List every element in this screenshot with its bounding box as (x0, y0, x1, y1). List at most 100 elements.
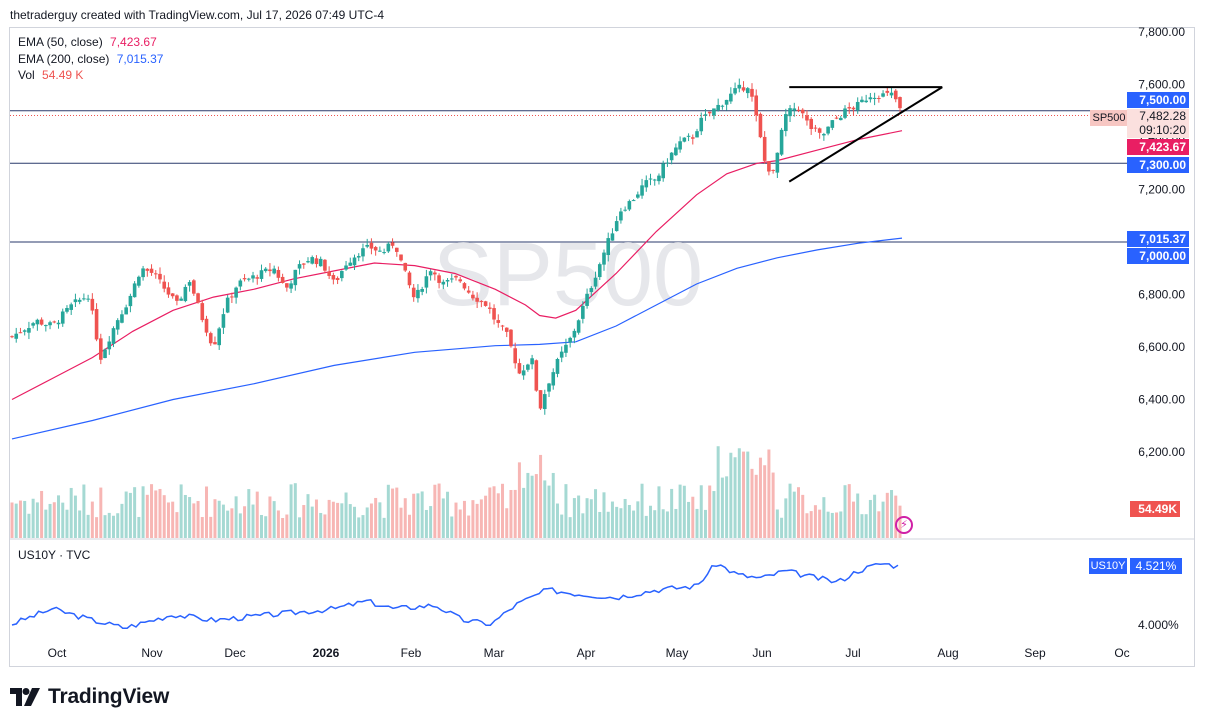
volume-bar (822, 497, 826, 538)
volume-bar (560, 514, 564, 538)
price-tag-7300[interactable]: 7,300.00 (1127, 157, 1189, 173)
candle-body (674, 147, 678, 156)
candle-body (170, 293, 175, 297)
time-axis[interactable]: Oct Nov Dec 2026 Feb Mar Apr May Jun Jul Aug Sep Oc (48, 646, 1130, 660)
volume-bar (14, 503, 18, 538)
candle-body (547, 383, 551, 392)
volume-bar (682, 485, 686, 538)
candle-body (636, 194, 640, 198)
volume-bar (255, 491, 259, 538)
volume-bar (653, 510, 657, 538)
volume-bar (703, 509, 707, 538)
candle-body (805, 115, 809, 121)
candle-body (437, 275, 441, 283)
candle-body (597, 264, 602, 278)
candle-body (724, 99, 729, 105)
volume-bar (619, 508, 623, 538)
volume-bar (674, 508, 678, 538)
volume-bar (259, 514, 263, 538)
candle-body (458, 279, 463, 282)
candle-body (18, 332, 23, 334)
volume-bar (137, 516, 141, 538)
candle-body (712, 108, 716, 116)
volume-bar (767, 449, 771, 538)
candle-body (847, 107, 852, 109)
volume-bar (585, 498, 589, 538)
lightning-icon[interactable]: ⚡ (895, 516, 913, 534)
candle-body (344, 265, 348, 270)
candle-body (137, 276, 141, 286)
candle-body (60, 311, 65, 324)
volume-bar (543, 480, 547, 538)
price-tag-ema50[interactable]: 7,423.67 (1127, 139, 1189, 155)
price-tag-7000[interactable]: 7,000.00 (1127, 248, 1189, 264)
legend-ema200-value: 7,015.37 (116, 52, 164, 66)
volume-bar (873, 494, 877, 538)
legend-vol-value: 54.49 K (42, 68, 84, 82)
volume-bar (293, 483, 297, 538)
candle-body (678, 141, 682, 150)
ema200-line (11, 237, 903, 440)
price-tag-ema200[interactable]: 7,015.37 (1127, 231, 1189, 247)
candle-body (327, 271, 331, 276)
volume-bar (73, 495, 77, 538)
price-tag-7500[interactable]: 7,500.00 (1127, 92, 1189, 108)
candle-body (623, 209, 627, 211)
candle-body (268, 269, 272, 272)
candle-body (145, 268, 150, 271)
hline-levels (10, 110, 1127, 243)
volume-bar (839, 511, 843, 538)
volume-bar (708, 485, 712, 538)
volume-bar (213, 499, 217, 538)
volume-bar (416, 493, 420, 538)
candle-body (559, 351, 564, 358)
candle-body (77, 299, 82, 302)
candle-body (593, 277, 598, 287)
volume-bar (243, 506, 247, 538)
volume-bar (695, 508, 699, 538)
candle-body (898, 97, 902, 109)
candle-body (183, 286, 188, 302)
volume-bar (771, 472, 775, 538)
volume-bar (534, 474, 538, 538)
chart-attribution: thetraderguy created with TradingView.co… (10, 8, 384, 22)
candle-body (758, 113, 763, 138)
candle-body (120, 314, 124, 323)
triangle-drawing[interactable] (788, 86, 943, 183)
legend-ema50[interactable]: EMA (50, close) 7,423.67 (18, 34, 157, 50)
volume-bar (602, 492, 606, 538)
candle-body (631, 200, 636, 202)
volume-bar (505, 508, 509, 538)
candle-body (390, 242, 395, 246)
last-price-tag[interactable]: 7,482.28 09:10:20 (1127, 109, 1189, 138)
candle-body (179, 298, 183, 301)
candle-body (348, 262, 353, 266)
volume-bar (230, 508, 234, 538)
price-tag-volume[interactable]: 54.49K (1130, 501, 1180, 517)
watermark: SP500 (433, 225, 703, 325)
candle-body (644, 180, 649, 188)
candle-body (669, 152, 674, 161)
legend-ema50-label: EMA (50, close) (18, 35, 103, 49)
candle-body (817, 128, 822, 133)
x-tick-label: Aug (937, 646, 958, 660)
volume-bar (877, 511, 881, 538)
candle-body (509, 329, 513, 347)
triangle-bottom-line[interactable] (788, 86, 943, 183)
candle-body (699, 117, 704, 132)
candle-body (838, 117, 843, 121)
volume-bar (737, 448, 741, 538)
legend-ema200[interactable]: EMA (200, close) 7,015.37 (18, 51, 163, 67)
candle-body (834, 117, 839, 119)
volume-bar (657, 486, 661, 538)
volume-bar (522, 487, 526, 538)
candle-body (323, 259, 327, 271)
volume-bar (306, 494, 310, 538)
volume-bar (158, 488, 162, 538)
us10y-value-tag[interactable]: 4.521% (1130, 558, 1182, 574)
legend-volume[interactable]: Vol 54.49 K (18, 67, 83, 83)
sub-pane-title[interactable]: US10Y · TVC (18, 548, 91, 562)
tradingview-logo[interactable]: TradingView (10, 684, 169, 710)
candle-body (208, 333, 213, 344)
